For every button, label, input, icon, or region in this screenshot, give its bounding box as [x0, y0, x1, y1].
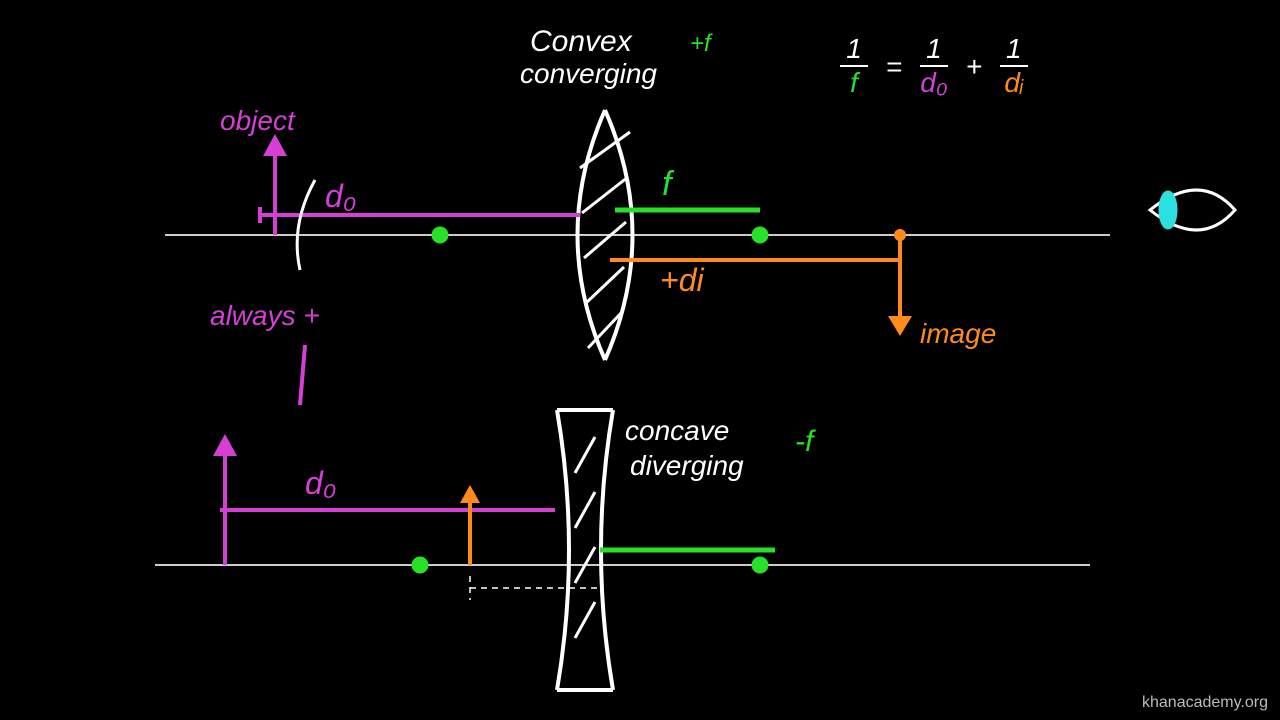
plus-di-label: +di: [660, 262, 704, 299]
eq-num-3: 1: [1000, 35, 1028, 65]
object-label: object: [220, 105, 295, 137]
physics-diagram: [0, 0, 1280, 720]
eq-num-2: 1: [920, 35, 948, 65]
minus-f-label: -f: [795, 425, 813, 459]
always-connector: [300, 345, 305, 405]
converging-label: converging: [520, 58, 657, 90]
tick-mark: [297, 180, 315, 270]
always-plus-label: always +: [210, 300, 320, 332]
convex-label: Convex: [530, 25, 632, 59]
lens-equation: 1 f = 1 d₀ + 1 dᵢ: [840, 35, 1028, 99]
eq-f: f: [850, 67, 858, 98]
do-label-1: d₀: [325, 178, 356, 215]
image-arrow-2: [460, 485, 480, 565]
image-label: image: [920, 318, 996, 350]
watermark: khanacademy.org: [1142, 694, 1268, 712]
eye-icon: [1150, 190, 1235, 230]
eq-plus: +: [966, 51, 982, 82]
diverging-label: diverging: [630, 450, 744, 482]
eq-di: dᵢ: [1004, 67, 1023, 98]
do-line-1: [260, 207, 580, 223]
eq-equals: =: [886, 51, 902, 82]
concave-label: concave: [625, 415, 729, 447]
image-arrow-1: [610, 229, 912, 336]
f-label: f: [662, 165, 671, 204]
plus-f-label: +f: [690, 30, 711, 58]
object-arrow-1: [263, 134, 287, 235]
dashed-line: [470, 576, 600, 600]
eq-num-1: 1: [840, 35, 868, 65]
object-arrow-2: [213, 434, 237, 565]
do-label-2: d₀: [305, 465, 336, 502]
eq-do: d₀: [920, 67, 947, 98]
